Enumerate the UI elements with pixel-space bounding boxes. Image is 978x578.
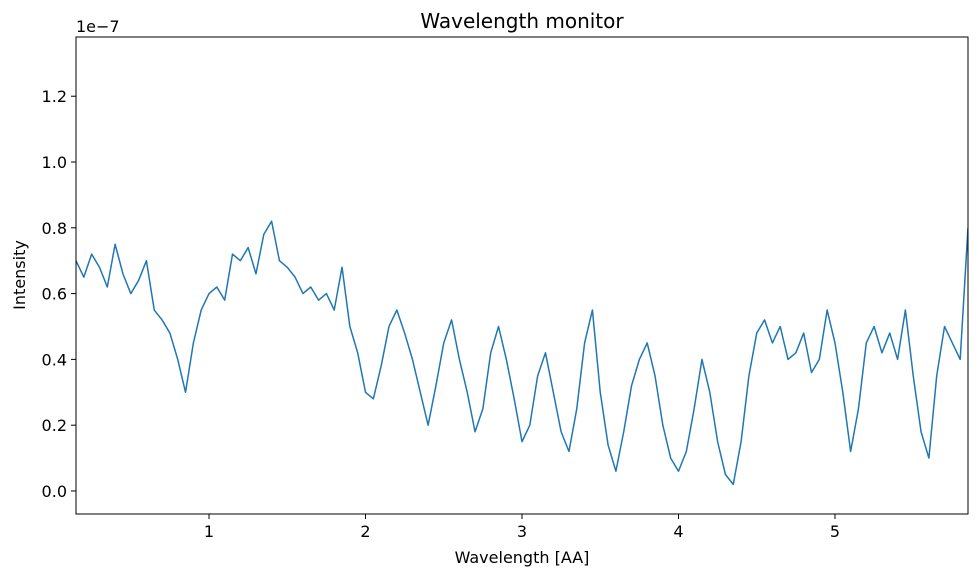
x-tick-label: 5 xyxy=(830,522,840,541)
y-tick-label: 0.8 xyxy=(42,219,67,238)
y-offset-label: 1e−7 xyxy=(76,17,120,36)
y-tick-label: 0.2 xyxy=(42,416,67,435)
series-line xyxy=(76,220,968,486)
y-axis: 0.0 0.2 0.4 0.6 0.8 1.0 1.2 xyxy=(42,87,76,501)
chart-title: Wavelength monitor xyxy=(420,9,624,33)
plot-frame xyxy=(75,36,969,515)
x-tick-label: 3 xyxy=(517,522,527,541)
y-axis-label: Intensity xyxy=(10,240,29,310)
y-tick-label: 0.0 xyxy=(42,482,67,501)
y-tick-label: 1.2 xyxy=(42,87,67,106)
y-tick-label: 0.4 xyxy=(42,350,67,369)
x-tick-label: 4 xyxy=(673,522,683,541)
x-axis-label: Wavelength [AA] xyxy=(455,548,590,567)
x-axis: 1 2 3 4 5 xyxy=(204,514,840,541)
x-tick-label: 2 xyxy=(360,522,370,541)
x-tick-label: 1 xyxy=(204,522,214,541)
y-tick-label: 1.0 xyxy=(42,153,67,172)
y-tick-label: 0.6 xyxy=(42,285,67,304)
